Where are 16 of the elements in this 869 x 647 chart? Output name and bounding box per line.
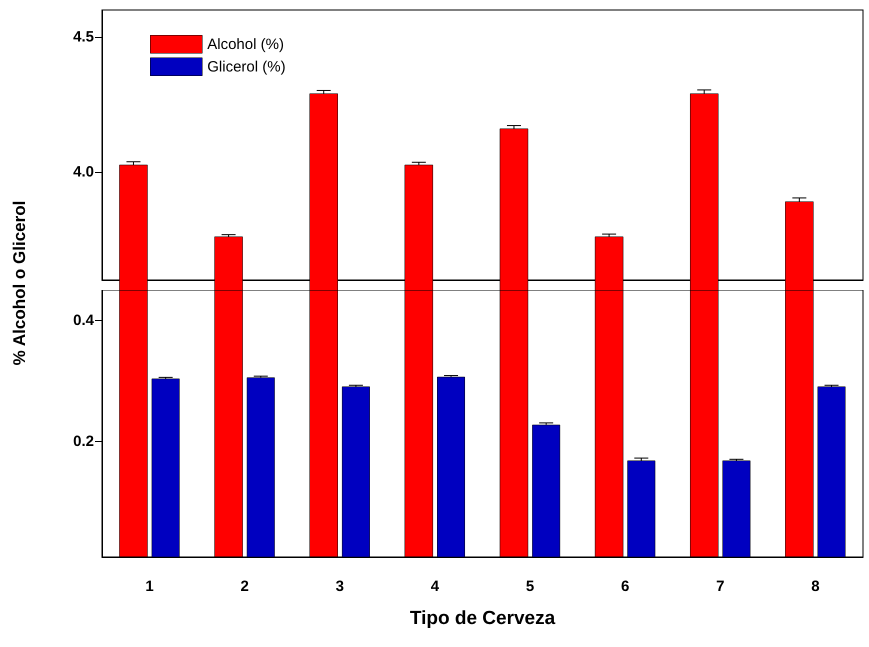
x-axis-title: Tipo de Cerveza <box>410 608 556 629</box>
x-tick-label: 8 <box>811 578 820 595</box>
legend-label: Alcohol (%) <box>207 36 284 53</box>
y-tick-label: 0.2 <box>73 433 94 450</box>
x-tick-label: 2 <box>240 578 249 595</box>
x-tick-label: 1 <box>145 578 154 595</box>
y-tick-label: 4.5 <box>73 28 94 46</box>
y-axis-title: % Alcohol o Glicerol <box>10 200 30 366</box>
x-tick-label: 7 <box>716 578 724 595</box>
y-tick-label: 0.4 <box>73 312 95 329</box>
y-tick-label: 4.0 <box>73 164 94 180</box>
x-tick-label: 5 <box>526 578 534 595</box>
x-tick-label: 4 <box>430 578 440 595</box>
x-tick-label: 6 <box>621 578 630 595</box>
x-tick-label: 3 <box>336 578 344 595</box>
legend-label: Glicerol (%) <box>207 58 286 76</box>
